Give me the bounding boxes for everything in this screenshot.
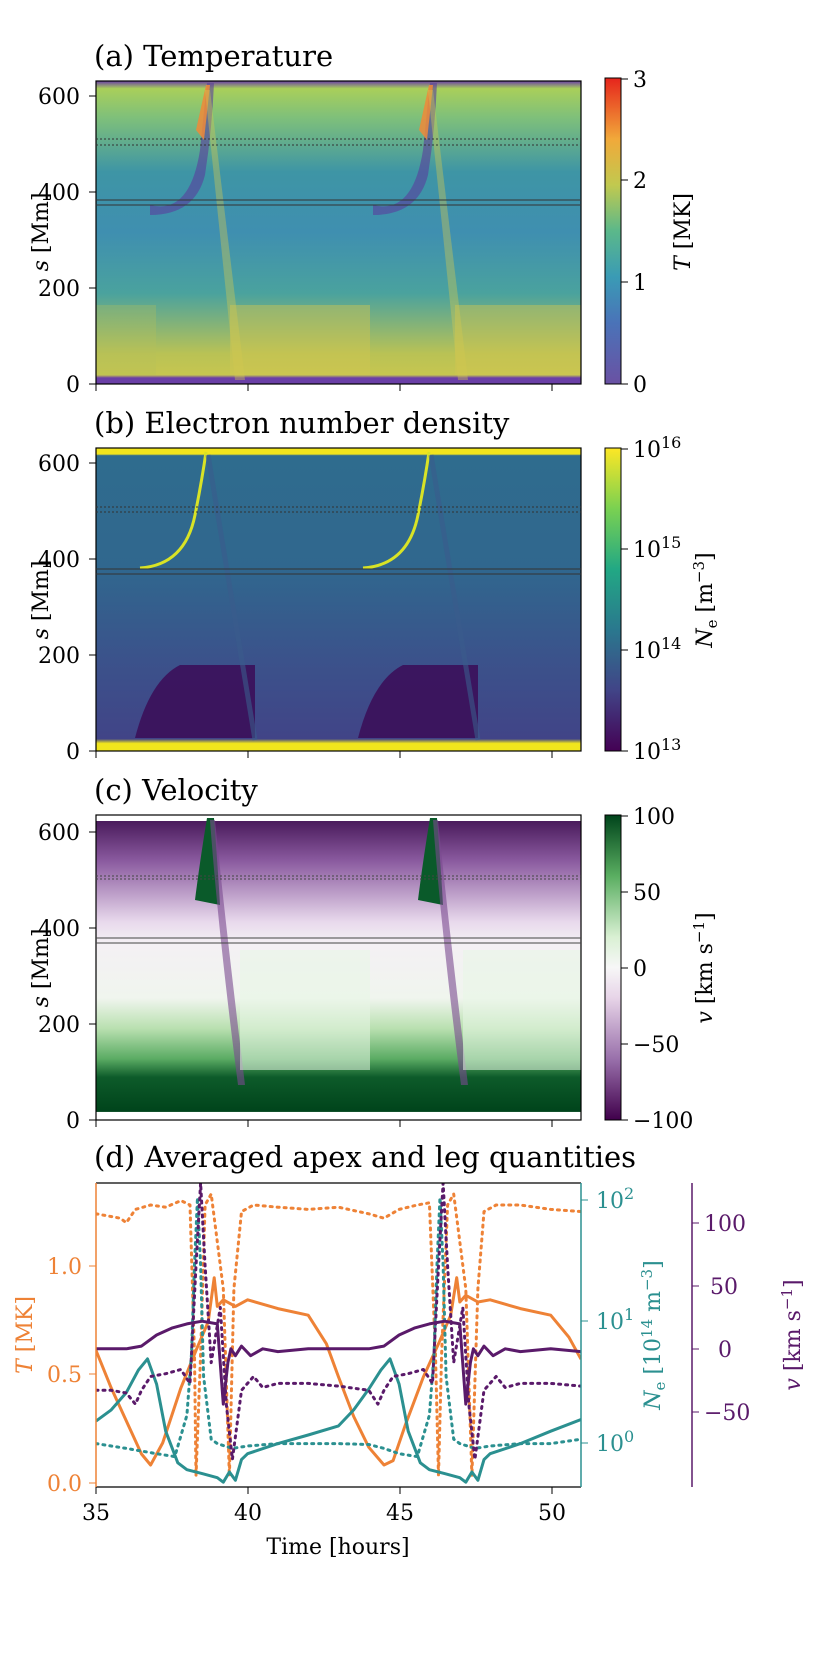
velocity-tick-label: 100 xyxy=(704,1212,746,1237)
y-tick-label: 0.5 xyxy=(47,1363,82,1388)
colorbar-tick-label: 0 xyxy=(633,957,647,982)
colorbar-tick-label: 3 xyxy=(633,68,647,93)
y-tick-label: 600 xyxy=(38,452,80,477)
colorbar-tick-label: 1015 xyxy=(633,533,681,563)
velocity-tick-label: −50 xyxy=(704,1401,750,1426)
velocity-tick-label: 50 xyxy=(710,1275,738,1300)
panel-c-x-ticks xyxy=(95,1120,553,1127)
colorbar-tick-label: 1013 xyxy=(633,735,681,765)
x-tick-label: 40 xyxy=(234,1501,262,1526)
panel-b-colorbar-label: Ne [m−3] xyxy=(690,552,721,648)
panel-b: (b) Electron number density 0 200 400 60… xyxy=(29,406,721,765)
series-line-t-leg xyxy=(96,1276,581,1467)
panel-d-x-ticks: 35 40 45 50 xyxy=(82,1487,566,1526)
y-tick-label: 0 xyxy=(66,1109,80,1134)
panel-b-colorbar: 1013 1014 1015 1016 Ne [m−3] xyxy=(604,433,721,765)
panel-b-y-ticks: 0 200 400 600 xyxy=(38,452,96,765)
panel-c-colorbar: −100 −50 0 50 100 v [km s−1] xyxy=(604,805,718,1134)
panel-c: (c) Velocity 0 200 400 600 xyxy=(29,773,718,1134)
colorbar-tick-label: 0 xyxy=(633,373,647,398)
panel-d: (d) Averaged apex and leg quantities 0.0… xyxy=(13,1140,806,1560)
panel-d-velocity-ticks: −50 0 50 100 xyxy=(692,1212,750,1426)
y-tick-label: 0 xyxy=(66,740,80,765)
y-tick-label: 400 xyxy=(38,181,80,206)
panel-a: (a) Temperature 0 200 400 600 xyxy=(29,39,696,398)
series-line-v-apex xyxy=(96,1183,581,1461)
panel-d-temperature-label: T [MK] xyxy=(13,1296,38,1374)
panel-b-title: (b) Electron number density xyxy=(94,406,510,440)
y-tick-label: 400 xyxy=(38,548,80,573)
y-tick-label: 400 xyxy=(38,917,80,942)
colorbar-tick-label: 1016 xyxy=(633,433,681,463)
y-tick-label: 1.0 xyxy=(47,1255,82,1280)
panel-a-colorbar-label: T [MK] xyxy=(671,193,696,271)
panel-c-y-ticks: 0 200 400 600 xyxy=(38,821,96,1134)
panel-d-temperature-ticks: 0.0 0.5 1.0 xyxy=(47,1255,96,1497)
panel-a-title: (a) Temperature xyxy=(94,39,333,73)
y-tick-label: 600 xyxy=(38,821,80,846)
colorbar-tick-label: 1014 xyxy=(633,634,681,664)
panel-a-y-ticks: 0 200 400 600 xyxy=(38,85,96,398)
density-tick-label: 101 xyxy=(596,1305,634,1335)
velocity-tick-label: 0 xyxy=(718,1338,732,1363)
panel-d-density-label: Ne [1014 m−3] xyxy=(638,1260,669,1410)
y-tick-label: 600 xyxy=(38,85,80,110)
panel-b-ylabel: s [Mm] xyxy=(29,561,54,640)
series-line-ne-leg xyxy=(96,1357,581,1484)
panel-b-heatmap xyxy=(96,448,581,751)
x-tick-label: 35 xyxy=(82,1501,110,1526)
panel-a-ylabel: s [Mm] xyxy=(29,193,54,272)
panel-b-x-ticks xyxy=(95,751,553,758)
density-tick-label: 102 xyxy=(596,1184,634,1214)
panel-b-reference-lines xyxy=(96,506,581,575)
panel-c-title: (c) Velocity xyxy=(94,773,258,807)
panel-a-heatmap xyxy=(96,81,581,384)
x-tick-label: 50 xyxy=(538,1501,566,1526)
series-line-t-apex xyxy=(96,1192,581,1478)
y-tick-label: 0.0 xyxy=(47,1472,82,1497)
panel-d-series xyxy=(96,1183,581,1484)
colorbar-tick-label: 2 xyxy=(633,169,647,194)
panel-a-colorbar: 0 1 2 3 T [MK] xyxy=(604,68,696,398)
panel-c-reference-lines xyxy=(96,875,581,944)
panel-c-colorbar-label: v [km s−1] xyxy=(690,912,718,1023)
panel-d-velocity-label: v [km s−1] xyxy=(778,1279,806,1390)
y-tick-label: 200 xyxy=(38,1013,80,1038)
y-tick-label: 0 xyxy=(66,373,80,398)
colorbar-tick-label: 100 xyxy=(633,805,675,830)
panel-a-x-ticks xyxy=(95,384,553,391)
colorbar-tick-label: −50 xyxy=(633,1033,679,1058)
x-tick-label: 45 xyxy=(386,1501,414,1526)
colorbar-tick-label: −100 xyxy=(633,1109,693,1134)
y-tick-label: 200 xyxy=(38,644,80,669)
series-line-v-leg xyxy=(96,1319,581,1406)
panel-d-title: (d) Averaged apex and leg quantities xyxy=(94,1140,636,1174)
panel-d-density-ticks: 100 101 102 xyxy=(581,1184,634,1457)
series-line-ne-apex xyxy=(96,1196,581,1459)
y-tick-label: 200 xyxy=(38,277,80,302)
colorbar-tick-label: 50 xyxy=(633,881,661,906)
panel-c-ylabel: s [Mm] xyxy=(29,929,54,1008)
x-axis-label: Time [hours] xyxy=(266,1535,409,1560)
density-tick-label: 100 xyxy=(596,1427,634,1457)
panel-c-heatmap xyxy=(96,815,581,1120)
panel-a-reference-lines xyxy=(96,138,581,206)
colorbar-tick-label: 1 xyxy=(633,271,647,296)
